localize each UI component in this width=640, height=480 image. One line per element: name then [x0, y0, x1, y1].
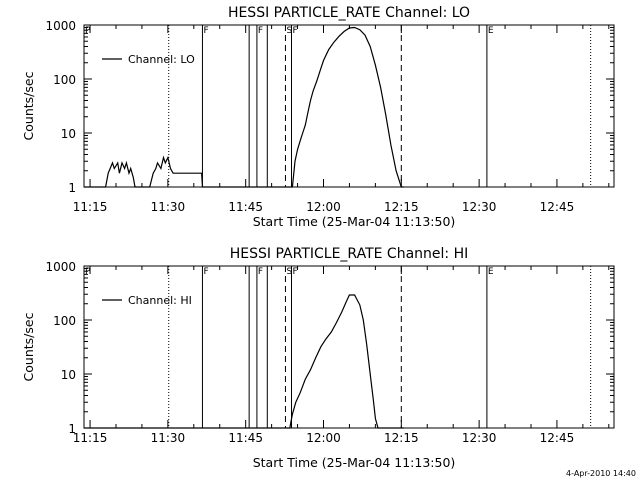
x-tick-label: 12:45 — [540, 431, 575, 445]
y-tick-label: 1 — [68, 422, 76, 436]
chart-title: HESSI PARTICLE_RATE Channel: HI — [230, 246, 468, 262]
x-tick-label: 12:15 — [384, 200, 419, 214]
legend-label: Channel: LO — [128, 53, 195, 66]
x-tick-label: 12:00 — [306, 431, 341, 445]
legend-label: Channel: HI — [128, 294, 192, 307]
event-marker-label: F — [203, 267, 208, 277]
x-tick-label: 11:45 — [228, 431, 263, 445]
x-tick-label: 11:30 — [151, 431, 186, 445]
y-axis-label: Counts/sec — [21, 71, 36, 140]
y-tick-label: 10 — [61, 368, 76, 382]
y-tick-label: 10 — [61, 127, 76, 141]
x-tick-label: 11:15 — [73, 200, 108, 214]
event-marker-label: E — [488, 26, 494, 36]
edge-marker-label: P — [85, 267, 91, 277]
y-tick-label: 100 — [53, 73, 76, 87]
event-marker-label: F — [203, 26, 208, 36]
x-axis-label: Start Time (25-Mar-04 11:13:50) — [253, 455, 456, 470]
x-tick-label: 12:45 — [540, 200, 575, 214]
footer-timestamp: 4-Apr-2010 14:40 — [566, 469, 636, 478]
event-marker-label: F — [293, 267, 298, 277]
series-line — [84, 294, 404, 429]
x-tick-label: 12:30 — [462, 200, 497, 214]
event-marker-label: S — [286, 26, 292, 36]
event-marker-label: F — [293, 26, 298, 36]
x-tick-label: 12:00 — [306, 200, 341, 214]
x-tick-label: 12:30 — [462, 431, 497, 445]
x-tick-label: 11:30 — [151, 200, 186, 214]
y-tick-label: 100 — [53, 314, 76, 328]
event-marker-label: E — [488, 267, 494, 277]
x-axis-label: Start Time (25-Mar-04 11:13:50) — [253, 214, 456, 229]
edge-marker-label: P — [85, 26, 91, 36]
event-marker-label: S — [286, 267, 292, 277]
plot-frame — [83, 24, 615, 188]
chart-title: HESSI PARTICLE_RATE Channel: LO — [228, 5, 470, 21]
y-tick-label: 1000 — [45, 19, 76, 33]
x-tick-label: 11:45 — [228, 200, 263, 214]
y-tick-label: 1 — [68, 181, 76, 195]
event-marker-label: F — [258, 267, 263, 277]
y-tick-label: 1000 — [45, 260, 76, 274]
plot-frame — [83, 265, 615, 429]
event-marker-label: F — [258, 26, 263, 36]
series-line — [84, 26, 404, 188]
y-axis-label: Counts/sec — [21, 312, 36, 381]
x-tick-label: 12:15 — [384, 431, 419, 445]
x-tick-label: 11:15 — [73, 431, 108, 445]
